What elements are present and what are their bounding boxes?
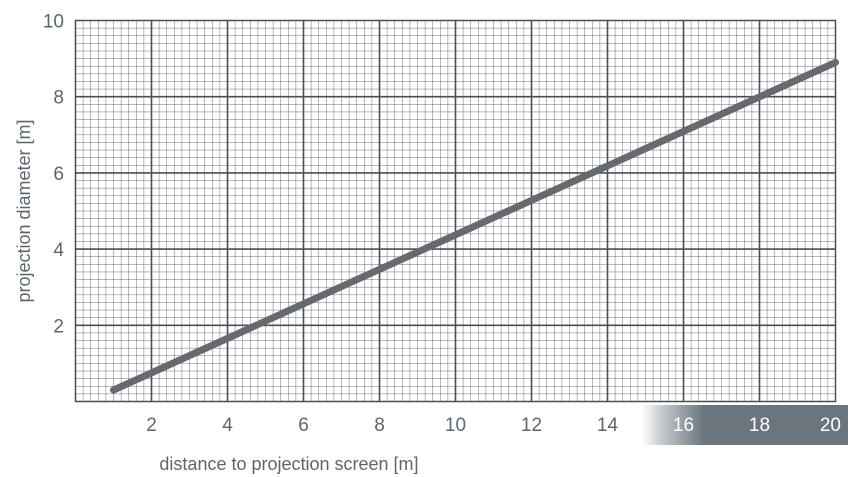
- x-axis-title: distance to projection screen [m]: [159, 454, 418, 474]
- series-layer: [110, 58, 839, 394]
- x-axis-band: [642, 405, 848, 445]
- plot-frame: [74, 19, 837, 403]
- y-axis-title: projection diameter [m]: [14, 119, 34, 302]
- y-tick-label: 4: [53, 240, 64, 261]
- grid-major: [75, 20, 836, 402]
- x-tick-label: 14: [597, 415, 619, 436]
- x-tick-label: 16: [673, 415, 694, 436]
- y-tick-labels: 2 4 6 8 10: [43, 12, 65, 338]
- x-tick-label: 8: [374, 415, 385, 436]
- y-tick-label: 8: [53, 88, 64, 109]
- series-line: [110, 58, 839, 394]
- x-tick-label: 10: [445, 415, 466, 436]
- x-tick-label: 12: [521, 415, 542, 436]
- x-tick-label: 4: [222, 415, 233, 436]
- y-tick-label: 6: [53, 164, 64, 185]
- y-tick-label: 10: [43, 12, 64, 33]
- x-tick-labels: 2 4 6 8 10 12 14 16 18 20: [146, 415, 841, 436]
- x-tick-label: 6: [298, 415, 309, 436]
- x-tick-label: 18: [749, 415, 770, 436]
- series-point: [833, 59, 838, 65]
- x-tick-label: 2: [146, 415, 157, 436]
- x-tick-label: 20: [820, 415, 841, 436]
- series-point: [111, 387, 116, 393]
- y-tick-label: 2: [53, 316, 64, 337]
